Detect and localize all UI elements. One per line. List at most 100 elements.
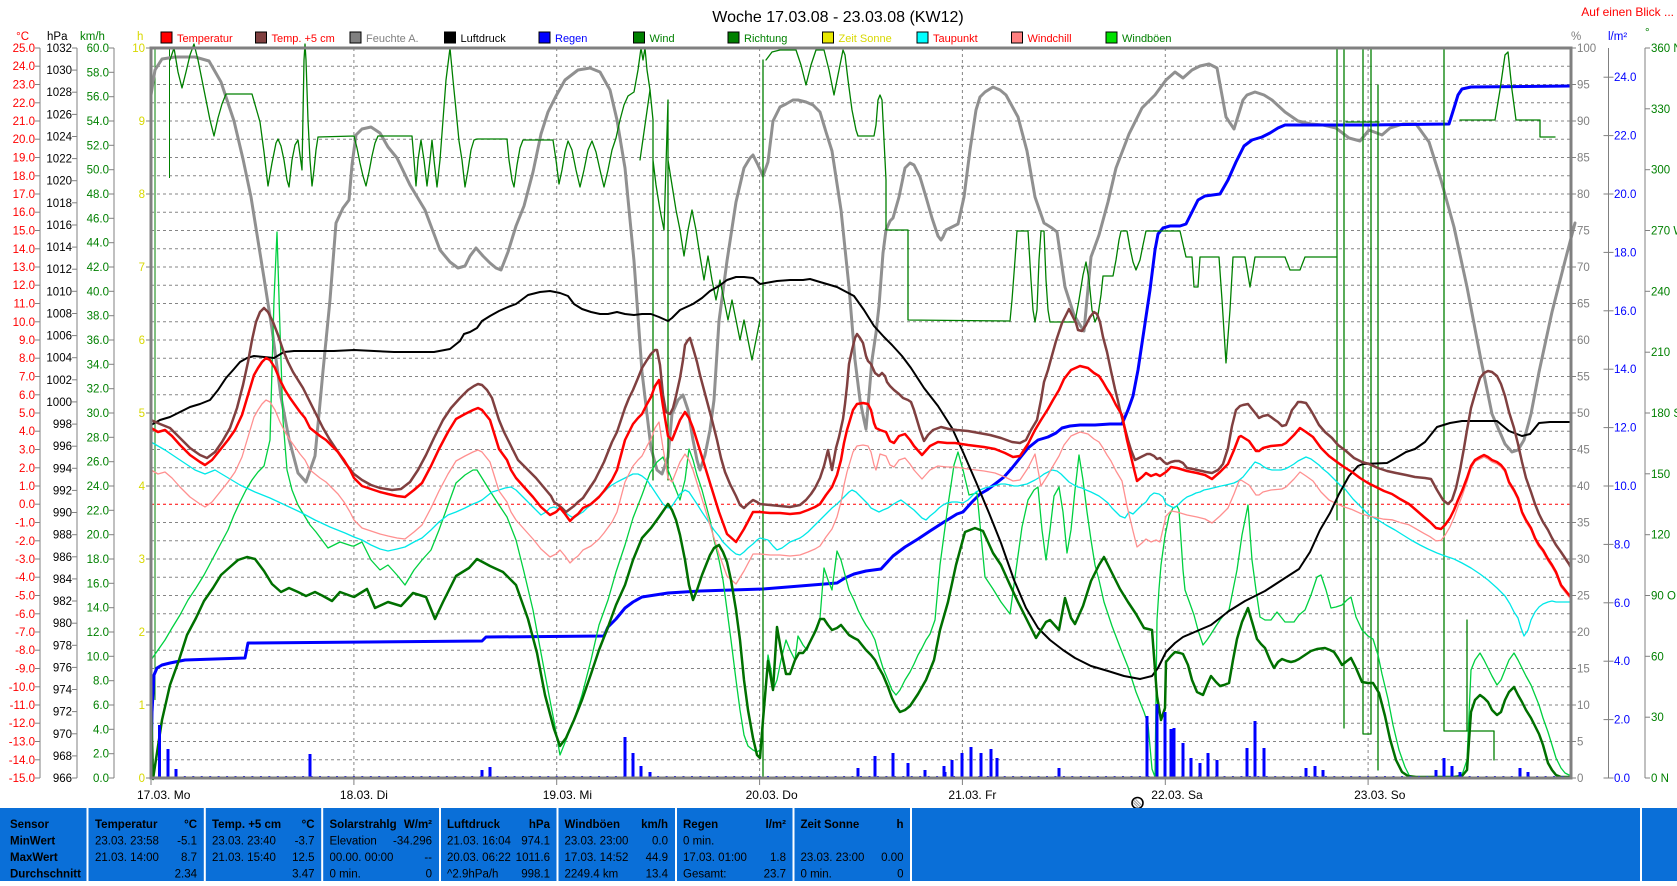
svg-text:15: 15 (1577, 664, 1590, 676)
svg-text:40.0: 40.0 (87, 286, 109, 298)
svg-text:968: 968 (53, 751, 72, 763)
svg-text:10: 10 (1577, 700, 1590, 712)
svg-text:20.0: 20.0 (13, 134, 35, 146)
svg-text:90: 90 (1577, 116, 1590, 128)
svg-text:4.0: 4.0 (1614, 656, 1630, 668)
svg-text:16.0: 16.0 (1614, 306, 1636, 318)
svg-text:23.03. 23:58: 23.03. 23:58 (95, 836, 159, 848)
svg-text:21.03. 15:40: 21.03. 15:40 (212, 852, 276, 864)
svg-text:7.0: 7.0 (19, 372, 35, 384)
svg-text:60: 60 (1577, 335, 1590, 347)
svg-text:5: 5 (1577, 737, 1583, 749)
svg-text:2: 2 (139, 627, 145, 639)
svg-text:100: 100 (1577, 43, 1596, 55)
svg-text:6.0: 6.0 (19, 390, 35, 402)
svg-text:22.0: 22.0 (87, 505, 109, 517)
svg-text:0.0: 0.0 (652, 836, 668, 848)
svg-text:18.03. Di: 18.03. Di (340, 788, 388, 802)
svg-text:1010: 1010 (46, 286, 72, 298)
svg-text:23.7: 23.7 (764, 869, 786, 881)
svg-text:3.0: 3.0 (19, 445, 35, 457)
svg-text:38.0: 38.0 (87, 311, 109, 323)
svg-text:28.0: 28.0 (87, 432, 109, 444)
svg-text:56.0: 56.0 (87, 92, 109, 104)
svg-text:17.03. Mo: 17.03. Mo (137, 788, 191, 802)
svg-text:-3.7: -3.7 (295, 836, 315, 848)
svg-text:44.9: 44.9 (646, 852, 668, 864)
svg-text:l/m²: l/m² (766, 819, 787, 831)
svg-text:17.03. 01:00: 17.03. 01:00 (683, 852, 747, 864)
svg-text:Regen: Regen (555, 33, 587, 45)
svg-text:Windböen: Windböen (565, 819, 620, 831)
svg-text:Zeit Sonne: Zeit Sonne (801, 819, 860, 831)
svg-text:986: 986 (53, 552, 72, 564)
svg-text:3: 3 (139, 554, 145, 566)
svg-text:966: 966 (53, 773, 72, 785)
svg-text:-6.0: -6.0 (15, 609, 35, 621)
svg-text:26.0: 26.0 (87, 457, 109, 469)
svg-text:-5.0: -5.0 (15, 591, 35, 603)
svg-text:52.0: 52.0 (87, 140, 109, 152)
svg-text:36.0: 36.0 (87, 335, 109, 347)
svg-text:1014: 1014 (46, 242, 72, 254)
svg-text:60.0: 60.0 (87, 43, 109, 55)
svg-text:976: 976 (53, 662, 72, 674)
svg-text:360 N: 360 N (1651, 43, 1677, 55)
svg-text:21.03. 16:04: 21.03. 16:04 (447, 836, 512, 848)
svg-text:8.0: 8.0 (19, 353, 35, 365)
svg-text:1.0: 1.0 (19, 481, 35, 493)
svg-text:996: 996 (53, 441, 72, 453)
svg-text:11.0: 11.0 (13, 299, 35, 311)
svg-text:2.34: 2.34 (175, 869, 198, 881)
svg-text:-5.1: -5.1 (177, 836, 197, 848)
svg-text:30: 30 (1651, 712, 1664, 724)
svg-text:hPa: hPa (529, 819, 551, 831)
svg-text:Temp. +5 cm: Temp. +5 cm (272, 33, 335, 45)
svg-text:3.47: 3.47 (292, 869, 314, 881)
svg-text:180 S: 180 S (1651, 408, 1677, 420)
svg-text:34.0: 34.0 (87, 359, 109, 371)
svg-text:-12.0: -12.0 (9, 718, 35, 730)
svg-text:0: 0 (1577, 773, 1583, 785)
svg-text:75: 75 (1577, 226, 1590, 238)
svg-text:-13.0: -13.0 (9, 737, 35, 749)
svg-text:13.0: 13.0 (13, 262, 35, 274)
svg-text:Zeit Sonne: Zeit Sonne (839, 33, 892, 45)
svg-text:hPa: hPa (47, 31, 68, 43)
svg-text:20.0: 20.0 (1614, 189, 1636, 201)
svg-text:19.0: 19.0 (13, 153, 35, 165)
svg-text:8: 8 (139, 189, 145, 201)
svg-text:30: 30 (1577, 554, 1590, 566)
svg-text:1006: 1006 (46, 331, 72, 343)
svg-text:7: 7 (139, 262, 145, 274)
svg-text:Auf einen Blick ...: Auf einen Blick ... (1581, 5, 1674, 19)
svg-text:9.0: 9.0 (19, 335, 35, 347)
svg-text:5.0: 5.0 (19, 408, 35, 420)
svg-text:-8.0: -8.0 (15, 645, 35, 657)
svg-text:32.0: 32.0 (87, 384, 109, 396)
svg-text:0 min.: 0 min. (330, 869, 361, 881)
svg-text:Elevation: Elevation (330, 836, 377, 848)
svg-text:23.0: 23.0 (13, 80, 35, 92)
svg-text:Temp. +5 cm: Temp. +5 cm (212, 819, 281, 831)
svg-text:0 min.: 0 min. (801, 869, 832, 881)
svg-text:-7.0: -7.0 (15, 627, 35, 639)
svg-text:°C: °C (184, 819, 197, 831)
svg-text:18.0: 18.0 (13, 171, 35, 183)
svg-text:994: 994 (53, 463, 73, 475)
svg-text:982: 982 (53, 596, 72, 608)
svg-text:24.0: 24.0 (13, 61, 35, 73)
svg-text:70: 70 (1577, 262, 1590, 274)
svg-text:988: 988 (53, 530, 72, 542)
svg-text:0: 0 (426, 869, 432, 881)
svg-text:0.0: 0.0 (93, 773, 109, 785)
svg-text:-9.0: -9.0 (15, 664, 35, 676)
svg-text:23.03. 23:00: 23.03. 23:00 (565, 836, 629, 848)
svg-text:19.03. Mi: 19.03. Mi (543, 788, 592, 802)
svg-text:0: 0 (139, 773, 145, 785)
svg-text:1026: 1026 (46, 109, 72, 121)
svg-text:240: 240 (1651, 286, 1670, 298)
svg-text:12.0: 12.0 (13, 280, 35, 292)
svg-text:1018: 1018 (46, 198, 72, 210)
svg-text:Temperatur: Temperatur (95, 819, 158, 831)
